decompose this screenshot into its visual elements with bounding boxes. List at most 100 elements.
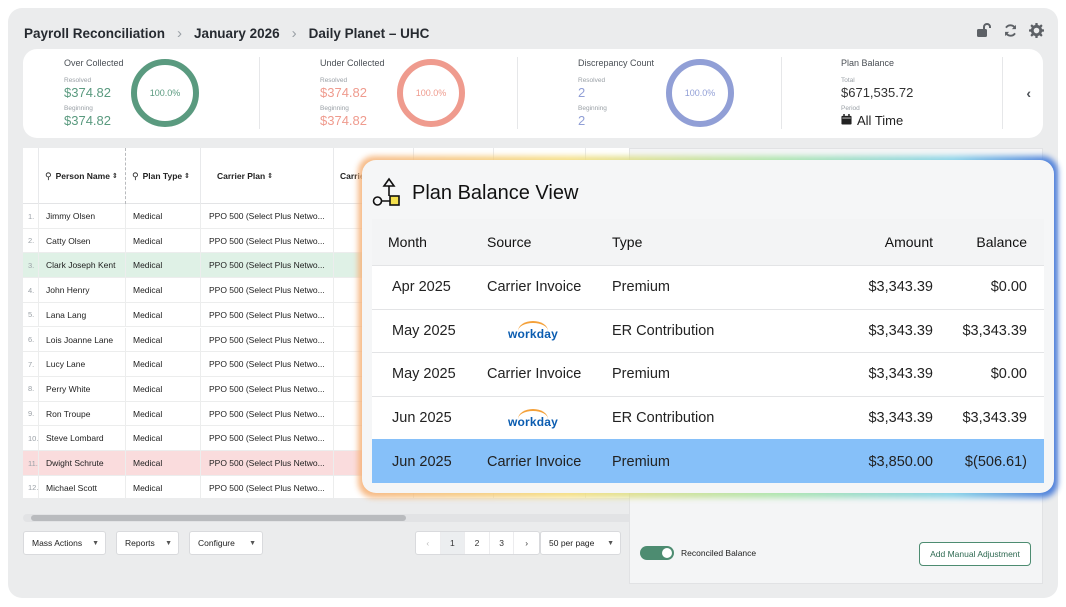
- beginning-label: Beginning: [64, 105, 93, 112]
- calendar-icon: [841, 113, 852, 128]
- search-icon[interactable]: ⚲: [132, 170, 139, 181]
- person-name-cell: Ron Troupe: [39, 401, 126, 426]
- plan-type-cell: Medical: [126, 327, 201, 352]
- gear-icon[interactable]: [1028, 22, 1044, 38]
- chevron-left-icon[interactable]: ‹: [1026, 85, 1031, 101]
- breadcrumb-item[interactable]: Daily Planet – UHC: [308, 26, 430, 41]
- plan-balance-row[interactable]: Jun 2025 Carrier Invoice Premium $3,850.00 $…: [372, 439, 1044, 483]
- header-actions: [976, 22, 1044, 38]
- plan-balance-row[interactable]: May 2025 workday ER Contribution $3,343.39 $…: [372, 308, 1044, 353]
- plan-balance-row[interactable]: Jun 2025 workday ER Contribution $3,343.39 $…: [372, 395, 1044, 440]
- row-number: 11.: [23, 451, 39, 475]
- plan-type-cell: Medical: [126, 451, 201, 475]
- per-page-select[interactable]: 50 per page ▼: [540, 531, 621, 555]
- plan-balance-row[interactable]: May 2025 Carrier Invoice Premium $3,343.39 $…: [372, 352, 1044, 396]
- plan-balance-row[interactable]: Apr 2025 Carrier Invoice Premium $3,343.39 $…: [372, 265, 1044, 309]
- source-cell: Carrier Invoice: [487, 453, 582, 470]
- row-number: 4.: [23, 278, 39, 303]
- stat-title: Over Collected: [64, 58, 124, 68]
- sort-icon[interactable]: ⇕: [267, 173, 274, 180]
- reports-dropdown[interactable]: Reports ▼: [116, 531, 179, 555]
- type-cell: ER Contribution: [612, 322, 715, 339]
- search-icon[interactable]: ⚲: [45, 170, 52, 181]
- divider: [259, 57, 260, 129]
- person-name-cell: Lois Joanne Lane: [39, 327, 126, 352]
- stat-title: Plan Balance: [841, 58, 895, 68]
- carrier-plan-cell: PPO 500 (Select Plus Netwo...: [201, 253, 334, 278]
- sort-icon[interactable]: ⇕: [184, 173, 190, 180]
- person-name-cell: Michael Scott: [39, 475, 126, 498]
- source-header: Source: [487, 234, 532, 250]
- plan-type-cell: Medical: [126, 302, 201, 327]
- source-cell: Carrier Invoice: [487, 366, 582, 383]
- carrier-plan-cell: PPO 500 (Select Plus Netwo...: [201, 401, 334, 426]
- row-number: 5.: [23, 302, 39, 327]
- source-cell: Carrier Invoice: [487, 279, 582, 296]
- plan-balance-popup: Plan Balance View Month Source Type Amou…: [362, 160, 1054, 493]
- popup-table-header: Month Source Type Amount Balance: [372, 219, 1044, 265]
- breadcrumb: Payroll Reconciliation › January 2026 › …: [24, 25, 429, 42]
- summary-stats: Over Collected Resolved $374.82 Beginnin…: [23, 49, 1043, 138]
- resolved-label: Resolved: [578, 77, 606, 84]
- refresh-icon[interactable]: [1002, 22, 1018, 38]
- reconciled-balance-toggle[interactable]: [640, 546, 674, 560]
- total-value: $671,535.72: [841, 85, 914, 100]
- column-header-person[interactable]: ⚲ Person Name ⇕: [39, 148, 126, 204]
- divider: [517, 57, 518, 129]
- mass-actions-dropdown[interactable]: Mass Actions ▼: [23, 531, 106, 555]
- prev-page-button[interactable]: ‹: [416, 532, 441, 554]
- progress-ring: 100.0%: [666, 59, 734, 127]
- beginning-label: Beginning: [578, 105, 607, 112]
- caret-down-icon: ▼: [165, 539, 172, 547]
- person-name-cell: Catty Olsen: [39, 228, 126, 253]
- unlock-icon[interactable]: [976, 22, 992, 38]
- carrier-plan-cell: PPO 500 (Select Plus Netwo...: [201, 327, 334, 352]
- month-cell: Jun 2025: [392, 453, 452, 470]
- workday-logo: workday: [508, 321, 558, 340]
- sort-icon[interactable]: ⇕: [111, 173, 118, 180]
- person-name-cell: Lucy Lane: [39, 352, 126, 377]
- beginning-value: $374.82: [64, 113, 111, 128]
- month-header: Month: [388, 234, 427, 250]
- beginning-label: Beginning: [320, 105, 349, 112]
- plan-type-cell: Medical: [126, 426, 201, 451]
- configure-dropdown[interactable]: Configure ▼: [189, 531, 263, 555]
- caret-down-icon: ▼: [607, 539, 614, 547]
- person-name-cell: Steve Lombard: [39, 426, 126, 451]
- column-header-plan-type[interactable]: ⚲ Plan Type ⇕: [126, 148, 201, 204]
- horizontal-scrollbar[interactable]: [23, 514, 633, 522]
- discrepancy-stat: Discrepancy Count Resolved 2 Beginning 2…: [578, 49, 738, 138]
- page-button[interactable]: 1: [440, 532, 466, 554]
- type-cell: Premium: [612, 453, 671, 470]
- plan-type-cell: Medical: [126, 228, 201, 253]
- breadcrumb-item[interactable]: January 2026: [194, 26, 280, 41]
- add-manual-adjustment-button[interactable]: Add Manual Adjustment: [919, 542, 1031, 566]
- row-number: 12.: [23, 475, 39, 498]
- stat-title: Under Collected: [320, 58, 385, 68]
- carrier-plan-cell: PPO 500 (Select Plus Netwo...: [201, 426, 334, 451]
- next-page-button[interactable]: ›: [525, 538, 529, 548]
- month-cell: Jun 2025: [392, 410, 452, 427]
- reconciled-balance-label: Reconciled Balance: [681, 548, 757, 558]
- period-label: Period: [841, 105, 860, 112]
- amount-header: Amount: [884, 234, 933, 250]
- period-selector[interactable]: All Time: [841, 113, 903, 128]
- pagination: ‹ 1 2 3 ›: [415, 531, 540, 555]
- column-header-carrier-plan[interactable]: Carrier Plan ⇕: [201, 148, 334, 204]
- scrollbar-thumb[interactable]: [31, 515, 406, 521]
- month-cell: May 2025: [392, 366, 456, 383]
- resolved-label: Resolved: [320, 77, 348, 84]
- row-number: 1.: [23, 204, 39, 228]
- carrier-plan-cell: PPO 500 (Select Plus Netwo...: [201, 302, 334, 327]
- page-button[interactable]: 3: [490, 532, 515, 554]
- person-name-cell: Dwight Schrute: [39, 451, 126, 475]
- over-collected-stat: Over Collected Resolved $374.82 Beginnin…: [64, 49, 214, 138]
- type-cell: Premium: [612, 279, 671, 296]
- breadcrumb-item[interactable]: Payroll Reconciliation: [24, 26, 166, 41]
- chevron-right-icon: ›: [177, 25, 183, 42]
- plan-type-cell: Medical: [126, 475, 201, 498]
- page-button[interactable]: 2: [465, 532, 490, 554]
- resolved-value: $374.82: [320, 85, 367, 100]
- person-name-cell: Jimmy Olsen: [39, 204, 126, 228]
- resolved-label: Resolved: [64, 77, 92, 84]
